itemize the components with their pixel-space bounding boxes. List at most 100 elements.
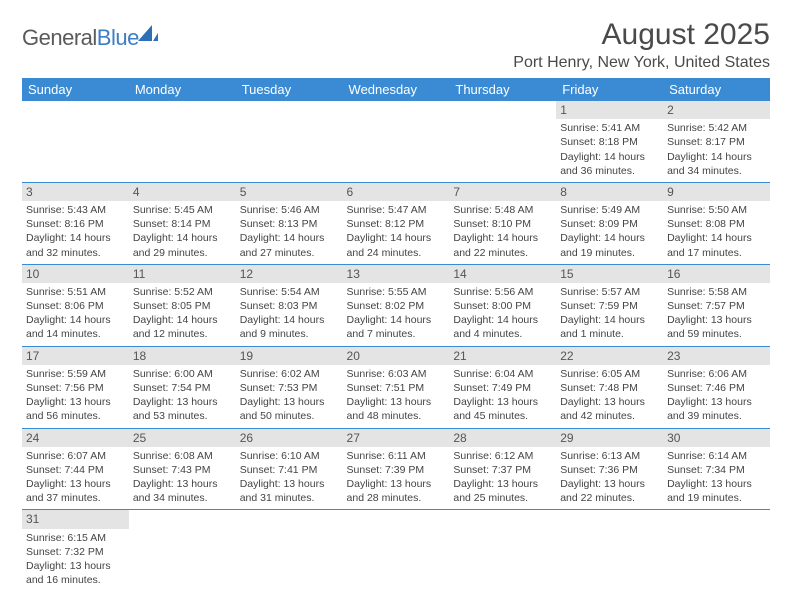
daylight-line: Daylight: 14 hours and 19 minutes.	[560, 232, 645, 258]
calendar-day: 27Sunrise: 6:11 AMSunset: 7:39 PMDayligh…	[343, 428, 450, 510]
sunrise-line: Sunrise: 6:15 AM	[26, 532, 106, 544]
sunrise-line: Sunrise: 6:03 AM	[347, 368, 427, 380]
day-header: Tuesday	[236, 78, 343, 101]
sunrise-line: Sunrise: 5:49 AM	[560, 204, 640, 216]
daylight-line: Daylight: 14 hours and 9 minutes.	[240, 314, 325, 340]
day-number: 26	[236, 429, 343, 447]
daylight-line: Daylight: 13 hours and 50 minutes.	[240, 396, 325, 422]
calendar-day: 13Sunrise: 5:55 AMSunset: 8:02 PMDayligh…	[343, 264, 450, 346]
sunset-line: Sunset: 7:59 PM	[560, 300, 638, 312]
logo: GeneralBlue	[22, 24, 159, 52]
day-number: 1	[556, 101, 663, 119]
calendar-day: 18Sunrise: 6:00 AMSunset: 7:54 PMDayligh…	[129, 346, 236, 428]
calendar-day: 11Sunrise: 5:52 AMSunset: 8:05 PMDayligh…	[129, 264, 236, 346]
calendar-day: 17Sunrise: 5:59 AMSunset: 7:56 PMDayligh…	[22, 346, 129, 428]
calendar-day: 29 Sunrise: 6:13 AM Sunset: 7:36 PM Dayligh…	[556, 428, 663, 510]
calendar-empty	[343, 510, 450, 591]
daylight-line: Daylight: 14 hours and 17 minutes.	[667, 232, 752, 258]
sunset-line: Sunset: 7:53 PM	[240, 382, 318, 394]
page-title: August 2025	[513, 18, 770, 52]
calendar-empty	[556, 510, 663, 591]
calendar-day: 1Sunrise: 5:41 AMSunset: 8:18 PMDaylight…	[556, 101, 663, 182]
day-number: 2	[663, 101, 770, 119]
calendar-week: 31Sunrise: 6:15 AMSunset: 7:32 PMDayligh…	[22, 510, 770, 591]
day-number: 11	[129, 265, 236, 283]
day-header: Wednesday	[343, 78, 450, 101]
day-number: 5	[236, 183, 343, 201]
daylight-line: Daylight: 13 hours and 19 minutes.	[667, 478, 752, 504]
daylight-line: Daylight: 14 hours and 34 minutes.	[667, 151, 752, 177]
daylight-line: Daylight: 13 hours and 48 minutes.	[347, 396, 432, 422]
calendar-day: 12Sunrise: 5:54 AMSunset: 8:03 PMDayligh…	[236, 264, 343, 346]
sunset-line: Sunset: 8:02 PM	[347, 300, 425, 312]
sunset-line: Sunset: 7:46 PM	[667, 382, 745, 394]
calendar-page: GeneralBlue August 2025 Port Henry, New …	[0, 0, 792, 601]
daylight-line: Daylight: 13 hours and 59 minutes.	[667, 314, 752, 340]
sunset-line: Sunset: 8:05 PM	[133, 300, 211, 312]
sunrise-line: Sunrise: 5:48 AM	[453, 204, 533, 216]
calendar-day: 31Sunrise: 6:15 AMSunset: 7:32 PMDayligh…	[22, 510, 129, 591]
sunrise-line: Sunrise: 6:13 AM	[560, 450, 640, 462]
sunset-line: Sunset: 7:41 PM	[240, 464, 318, 476]
sunset-line: Sunset: 7:54 PM	[133, 382, 211, 394]
calendar-day: 4Sunrise: 5:45 AMSunset: 8:14 PMDaylight…	[129, 182, 236, 264]
day-number: 3	[22, 183, 129, 201]
daylight-line: Daylight: 14 hours and 12 minutes.	[133, 314, 218, 340]
calendar-week: 24Sunrise: 6:07 AMSunset: 7:44 PMDayligh…	[22, 428, 770, 510]
day-header: Saturday	[663, 78, 770, 101]
daylight-line: Daylight: 14 hours and 27 minutes.	[240, 232, 325, 258]
sunrise-line: Sunrise: 5:46 AM	[240, 204, 320, 216]
calendar-day: 16Sunrise: 5:58 AMSunset: 7:57 PMDayligh…	[663, 264, 770, 346]
day-number: 12	[236, 265, 343, 283]
page-header: GeneralBlue August 2025 Port Henry, New …	[22, 18, 770, 72]
calendar-week: 3 Sunrise: 5:43 AM Sunset: 8:16 PM Daylight…	[22, 182, 770, 264]
calendar-day: 21Sunrise: 6:04 AMSunset: 7:49 PMDayligh…	[449, 346, 556, 428]
daylight-line: Daylight: 14 hours and 4 minutes.	[453, 314, 538, 340]
sunrise-line: Sunrise: 6:14 AM	[667, 450, 747, 462]
sunrise-line: Sunrise: 5:58 AM	[667, 286, 747, 298]
sunrise-line: Sunrise: 6:05 AM	[560, 368, 640, 380]
sunrise-line: Sunrise: 6:04 AM	[453, 368, 533, 380]
sunrise-line: Sunrise: 5:59 AM	[26, 368, 106, 380]
daylight-line: Daylight: 14 hours and 14 minutes.	[26, 314, 111, 340]
day-number: 30	[663, 429, 770, 447]
sunset-line: Sunset: 8:08 PM	[667, 218, 745, 230]
sunset-line: Sunset: 8:00 PM	[453, 300, 531, 312]
day-number: 7	[449, 183, 556, 201]
day-number: 23	[663, 347, 770, 365]
calendar-day: 7Sunrise: 5:48 AMSunset: 8:10 PMDaylight…	[449, 182, 556, 264]
sunset-line: Sunset: 8:18 PM	[560, 136, 638, 148]
sunset-line: Sunset: 7:51 PM	[347, 382, 425, 394]
calendar-empty	[129, 510, 236, 591]
daylight-line: Daylight: 14 hours and 29 minutes.	[133, 232, 218, 258]
calendar-day: 24Sunrise: 6:07 AMSunset: 7:44 PMDayligh…	[22, 428, 129, 510]
sunset-line: Sunset: 7:36 PM	[560, 464, 638, 476]
calendar-day: 30Sunrise: 6:14 AMSunset: 7:34 PMDayligh…	[663, 428, 770, 510]
daylight-line: Daylight: 14 hours and 32 minutes.	[26, 232, 111, 258]
day-number: 17	[22, 347, 129, 365]
logo-part1: General	[22, 25, 97, 50]
day-number: 29	[556, 429, 663, 447]
daylight-line: Daylight: 13 hours and 34 minutes.	[133, 478, 218, 504]
sunrise-line: Sunrise: 5:41 AM	[560, 122, 640, 134]
calendar-day: 20Sunrise: 6:03 AMSunset: 7:51 PMDayligh…	[343, 346, 450, 428]
sunrise-line: Sunrise: 5:45 AM	[133, 204, 213, 216]
daylight-line: Daylight: 13 hours and 22 minutes.	[560, 478, 645, 504]
sunset-line: Sunset: 7:37 PM	[453, 464, 531, 476]
calendar-body: 1 Sunrise: 5:41 AM Sunset: 8:18 PM Daylight…	[22, 101, 770, 591]
day-number: 4	[129, 183, 236, 201]
calendar-empty	[663, 510, 770, 591]
sunrise-line: Sunrise: 6:08 AM	[133, 450, 213, 462]
daylight-line: Daylight: 13 hours and 28 minutes.	[347, 478, 432, 504]
day-number: 19	[236, 347, 343, 365]
sunrise-line: Sunrise: 6:11 AM	[347, 450, 426, 462]
sunset-line: Sunset: 8:09 PM	[560, 218, 638, 230]
daylight-line: Daylight: 13 hours and 37 minutes.	[26, 478, 111, 504]
sunrise-line: Sunrise: 5:43 AM	[26, 204, 106, 216]
calendar-day: 14Sunrise: 5:56 AMSunset: 8:00 PMDayligh…	[449, 264, 556, 346]
daylight-line: Daylight: 13 hours and 25 minutes.	[453, 478, 538, 504]
calendar-day: 6Sunrise: 5:47 AMSunset: 8:12 PMDaylight…	[343, 182, 450, 264]
day-number: 8	[556, 183, 663, 201]
day-number: 21	[449, 347, 556, 365]
sunset-line: Sunset: 8:16 PM	[26, 218, 104, 230]
